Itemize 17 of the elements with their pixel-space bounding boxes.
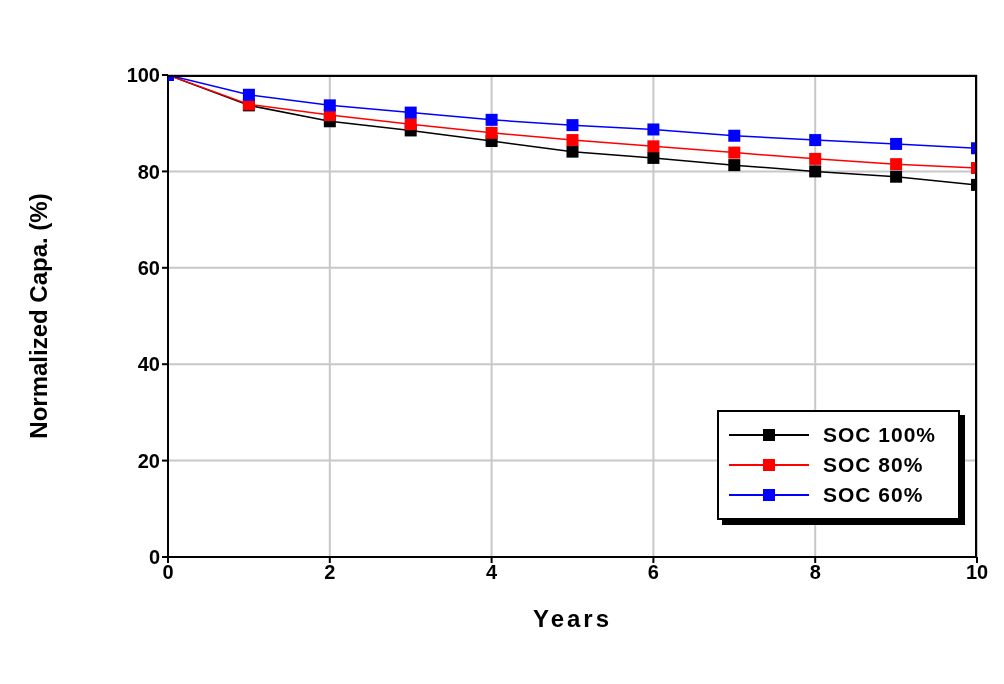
y-tick-label: 40 <box>137 353 160 376</box>
x-tick-label: 4 <box>486 561 499 584</box>
y-tick-label: 100 <box>126 64 160 87</box>
legend-label: SOC 60% <box>822 483 924 507</box>
y-axis-title: Normalized Capa. (%) <box>24 193 52 439</box>
x-tick-label: 10 <box>965 561 989 584</box>
legend-label: SOC 100% <box>822 423 936 447</box>
y-tick-label: 60 <box>137 256 160 279</box>
x-tick-label: 8 <box>809 561 821 584</box>
x-axis-title: Years <box>532 605 613 632</box>
y-tick-label: 20 <box>137 449 160 472</box>
y-tick-label: 0 <box>148 546 160 569</box>
x-tick-label: 0 <box>162 561 174 584</box>
x-tick-label: 6 <box>647 561 659 584</box>
y-tick-label: 80 <box>137 160 160 183</box>
legend-label: SOC 80% <box>822 453 924 477</box>
x-tick-label: 2 <box>324 561 336 584</box>
